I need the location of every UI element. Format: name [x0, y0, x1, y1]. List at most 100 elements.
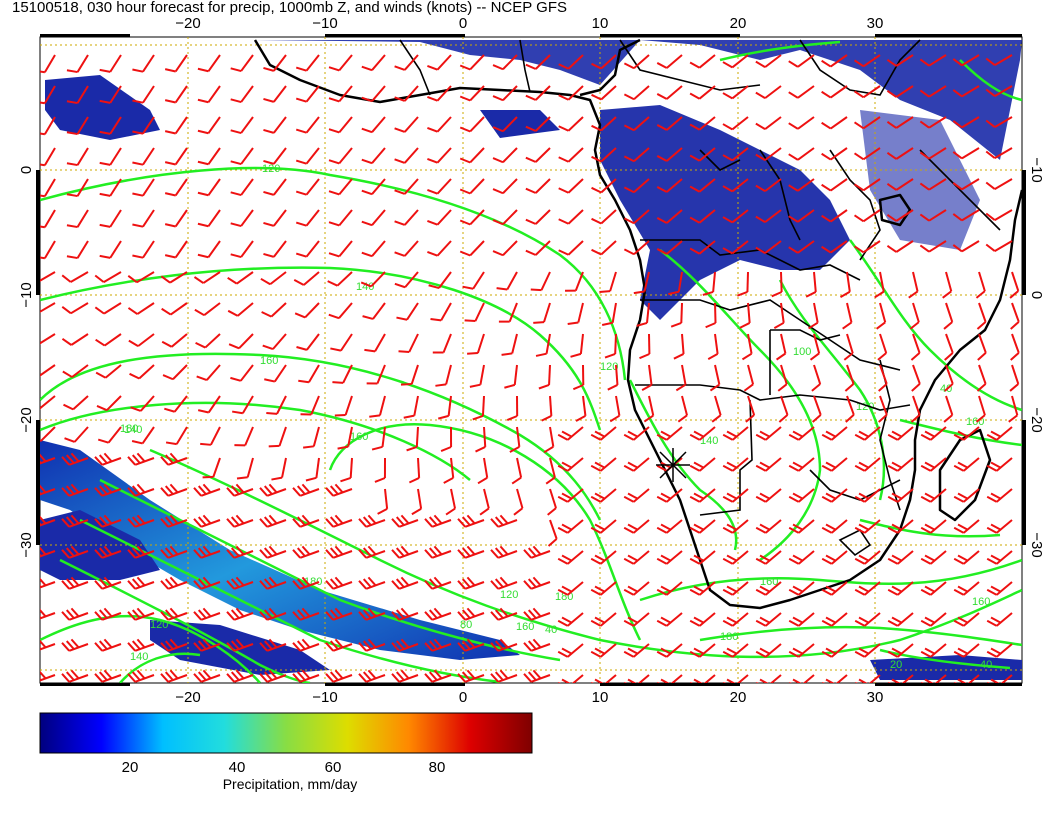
wind-barb: [887, 457, 914, 472]
wind-barb: [920, 550, 947, 565]
wind-barb: [459, 147, 485, 164]
wind-barb: [259, 607, 287, 621]
wind-barb: [639, 333, 651, 360]
colorbar-tick: 80: [429, 759, 446, 776]
wind-barb: [523, 669, 551, 683]
wind-barb: [63, 395, 89, 411]
wind-barb: [424, 576, 452, 590]
wind-barb: [305, 457, 320, 482]
wind-barb: [295, 54, 320, 72]
wind-barb: [164, 395, 188, 413]
border: [399, 39, 431, 96]
wind-barb: [40, 638, 56, 652]
wind-barb: [160, 271, 188, 284]
wind-barb: [656, 674, 683, 683]
wind-barb: [161, 333, 188, 348]
longitude-ticks-top: −20 −10 0 10 20 30: [175, 15, 883, 32]
longitude-ticks-bottom: −20 −10 0 10 20 30: [175, 689, 883, 706]
wind-barb: [887, 643, 914, 658]
wind-barb: [391, 607, 419, 621]
colorbar-tick: 40: [229, 759, 246, 776]
border: [699, 399, 753, 516]
wind-barb: [788, 519, 815, 534]
wind-barb: [943, 302, 954, 330]
wind-barb: [952, 209, 980, 222]
wind-barb: [755, 581, 782, 596]
wind-barb: [328, 240, 353, 258]
wind-barb: [722, 643, 749, 658]
wind-barb: [775, 333, 787, 361]
geopotential-contours: [40, 40, 1022, 683]
wind-barb: [406, 426, 419, 452]
wind-barb: [854, 581, 881, 596]
wind-barb: [504, 364, 518, 389]
wind-barb: [193, 607, 221, 621]
wind-barb: [788, 54, 815, 68]
wind-barb: [689, 178, 716, 193]
wind-barb: [909, 302, 920, 330]
wind-barb: [919, 209, 947, 222]
wind-barb: [513, 488, 524, 516]
contour-label: 160: [260, 355, 278, 367]
contour-label: 120: [150, 619, 168, 631]
wind-barb: [260, 271, 287, 286]
wind-barb: [525, 54, 551, 70]
wind-barb: [459, 85, 485, 102]
wind-barb: [590, 426, 617, 441]
wind-barb: [40, 85, 56, 105]
wind-barb: [298, 364, 320, 384]
wind-barb: [953, 519, 980, 534]
wind-barb: [325, 576, 353, 590]
wind-barb: [66, 116, 89, 136]
wind-barb: [854, 550, 881, 565]
wind-barb: [590, 612, 617, 627]
wind-barb: [839, 271, 851, 299]
coastline-west-africa: [253, 39, 1022, 610]
wind-barb: [492, 209, 518, 226]
wind-barb: [1010, 302, 1020, 330]
wind-barb: [427, 85, 452, 102]
wind-barb: [525, 178, 551, 194]
contour-label: 120: [600, 361, 618, 373]
contour-line: [899, 418, 1022, 447]
wind-barb: [986, 488, 1013, 503]
wind-barb: [427, 116, 452, 133]
contour-line: [40, 166, 627, 381]
wind-barb: [722, 550, 749, 565]
island-madagascar: [938, 428, 992, 522]
wind-barb: [164, 178, 188, 197]
wind-barb: [538, 364, 551, 390]
wind-barb: [160, 483, 188, 497]
wind-barb: [808, 302, 819, 330]
contour-label: 40: [545, 624, 557, 636]
wind-barb: [886, 85, 914, 98]
wind-barb: [523, 607, 551, 621]
wind-barb: [821, 116, 848, 130]
wind-barb: [361, 85, 386, 103]
wind-barb: [132, 209, 155, 228]
wind-barb: [689, 209, 716, 224]
wind-barb: [557, 581, 584, 596]
precip-area-north-coast: [250, 40, 1022, 160]
precip-area-west: [45, 75, 160, 140]
wind-barb: [327, 271, 353, 287]
wind-barb: [673, 333, 685, 360]
wind-barb: [132, 147, 155, 166]
wind-barb: [193, 483, 221, 497]
wind-barb: [677, 395, 688, 423]
wind-barb: [623, 643, 650, 658]
wind-barb: [689, 550, 716, 565]
border: [879, 359, 901, 511]
wind-barb: [525, 147, 551, 163]
wind-barb: [377, 488, 389, 515]
wind-barb: [259, 483, 287, 497]
wind-barb: [129, 364, 155, 380]
wind-barb: [623, 240, 650, 256]
wind-barb: [328, 54, 353, 72]
wind-barb: [821, 147, 848, 161]
wind-barb: [131, 426, 155, 445]
wind-barb: [268, 426, 287, 448]
wind-barb: [271, 457, 287, 481]
wind-barb: [40, 333, 56, 346]
wind-barb: [919, 116, 947, 129]
